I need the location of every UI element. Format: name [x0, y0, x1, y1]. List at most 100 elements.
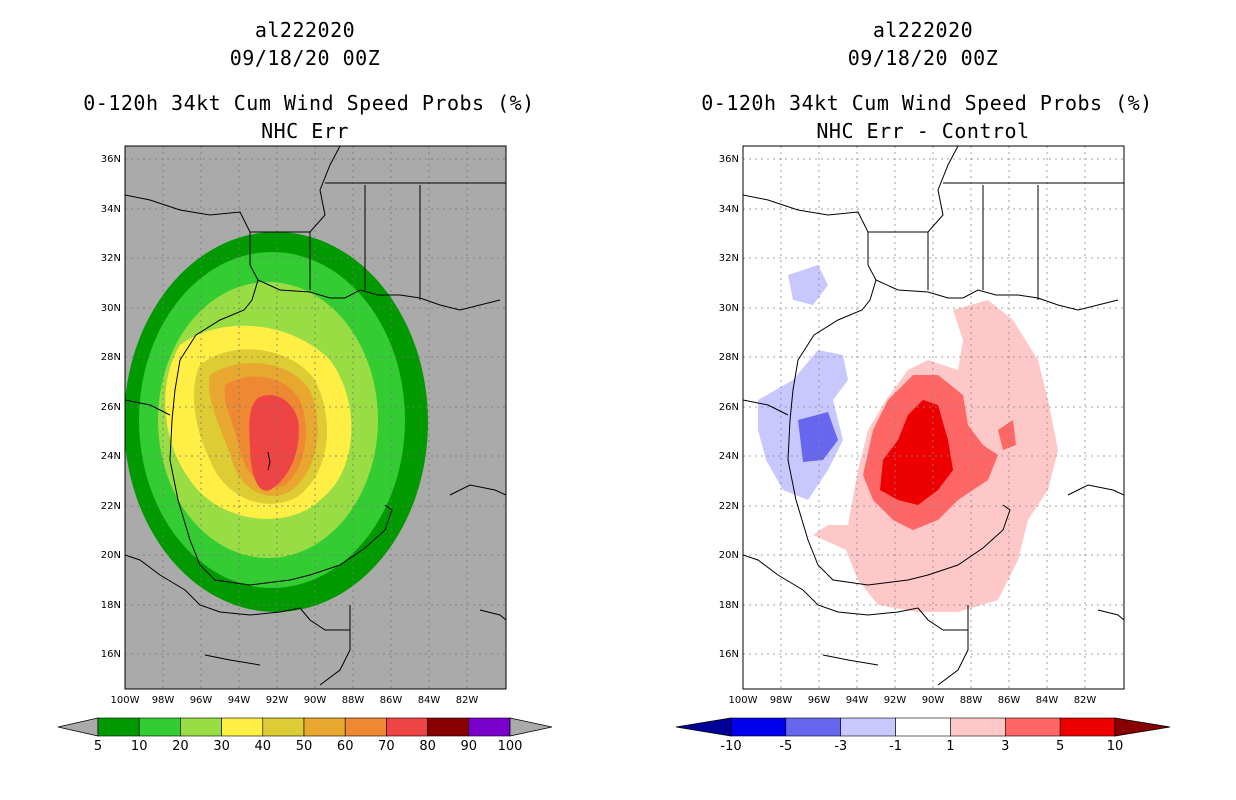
right-colorbar: -10 -5 -3 -1 1 3 5 10 — [675, 717, 1171, 754]
colorbar-labels: -10 -5 -3 -1 1 3 5 10 — [720, 739, 1123, 754]
colorbar-label: 20 — [172, 739, 189, 754]
left-panel: al222020 09/18/20 00Z 0-120h 34kt Cum Wi… — [57, 18, 553, 754]
lon-tick: 88W — [342, 695, 365, 706]
lon-tick: 82W — [1074, 695, 1097, 706]
subtitle: NHC Err - Control — [816, 119, 1030, 143]
storm-id-label: al222020 — [254, 18, 356, 42]
colorbar-label: 5 — [94, 739, 102, 754]
lon-tick: 94W — [846, 695, 869, 706]
storm-id-label: al222020 — [872, 18, 974, 42]
lon-tick: 100W — [729, 695, 758, 706]
subtitle: NHC Err — [261, 119, 349, 143]
colorbar-swatch — [138, 717, 181, 737]
lat-tick: 18N — [719, 600, 739, 611]
lat-tick: 30N — [101, 303, 121, 314]
lat-tick: 32N — [719, 253, 739, 264]
colorbar-label: 10 — [131, 739, 148, 754]
left-map-figure: 36N 34N 32N 30N 28N 26N 24N 22N 20N 18N … — [57, 145, 553, 754]
colorbar-swatch — [262, 717, 305, 737]
lon-tick: 98W — [770, 695, 793, 706]
colorbar-label: -5 — [779, 739, 792, 754]
lat-tick: 34N — [719, 204, 739, 215]
lon-tick: 84W — [1036, 695, 1059, 706]
lat-tick: 28N — [101, 352, 121, 363]
left-map — [125, 146, 506, 689]
colorbar-swatch — [950, 717, 1006, 737]
lon-tick: 100W — [111, 695, 140, 706]
colorbar-label: 60 — [337, 739, 354, 754]
lon-tick: 90W — [922, 695, 945, 706]
contour-pos3 — [998, 420, 1016, 450]
colorbar-label: -3 — [834, 739, 847, 754]
coastlines — [743, 146, 1124, 686]
colorbar-label: -10 — [720, 739, 741, 754]
product-title: 0-120h 34kt Cum Wind Speed Probs (%) — [83, 91, 535, 115]
colorbar-low-arrow — [675, 717, 732, 737]
colorbar-labels: 5 10 20 30 40 50 60 70 80 90 100 — [94, 739, 523, 754]
colorbar-high-arrow — [1114, 717, 1171, 737]
colorbar-label: 3 — [1001, 739, 1009, 754]
lon-tick: 92W — [266, 695, 289, 706]
lat-tick: 24N — [101, 451, 121, 462]
contour-pos5 — [880, 400, 953, 505]
right-panel: al222020 09/18/20 00Z 0-120h 34kt Cum Wi… — [618, 0, 1236, 800]
map-frame — [124, 145, 507, 690]
colorbar-label: -1 — [889, 739, 902, 754]
lon-tick: 84W — [418, 695, 441, 706]
lat-tick: 36N — [719, 154, 739, 165]
lat-tick: 26N — [719, 402, 739, 413]
lon-tick: 86W — [380, 695, 403, 706]
lon-axis: 100W 98W 96W 94W 92W 90W 88W 86W 84W 82W — [111, 695, 479, 706]
colorbar-swatch — [221, 717, 264, 737]
colorbar-swatch — [468, 717, 511, 737]
graticule — [743, 146, 1124, 689]
colorbar-swatch — [895, 717, 951, 737]
lon-axis: 100W 98W 96W 94W 92W 90W 88W 86W 84W 82W — [729, 695, 1097, 706]
colorbar-swatch — [303, 717, 346, 737]
lon-tick: 96W — [190, 695, 213, 706]
lat-axis: 36N 34N 32N 30N 28N 26N 24N 22N 20N 18N … — [719, 154, 739, 660]
colorbar-label: 50 — [296, 739, 313, 754]
product-title: 0-120h 34kt Cum Wind Speed Probs (%) — [701, 91, 1153, 115]
lon-tick: 88W — [960, 695, 983, 706]
datetime-label: 09/18/20 00Z — [229, 46, 381, 70]
lon-tick: 98W — [152, 695, 175, 706]
lat-tick: 20N — [719, 550, 739, 561]
contour-neg3 — [798, 412, 838, 462]
colorbar-label: 100 — [498, 739, 523, 754]
colorbar-swatches — [730, 717, 1116, 737]
lat-axis: 36N 34N 32N 30N 28N 26N 24N 22N 20N 18N … — [101, 154, 121, 660]
colorbar-swatch — [386, 717, 428, 737]
lon-tick: 92W — [884, 695, 907, 706]
lon-tick: 94W — [228, 695, 251, 706]
lat-tick: 26N — [101, 402, 121, 413]
lon-tick: 86W — [998, 695, 1021, 706]
graticule — [125, 146, 506, 689]
colorbar-label: 30 — [213, 739, 230, 754]
right-map — [743, 146, 1124, 689]
colorbar-label: 10 — [1107, 739, 1124, 754]
colorbar-swatch — [344, 717, 387, 737]
colorbar-label: 5 — [1056, 739, 1064, 754]
lat-tick: 30N — [719, 303, 739, 314]
colorbar-label: 80 — [419, 739, 436, 754]
lat-tick: 28N — [719, 352, 739, 363]
colorbar-high-arrow — [509, 717, 553, 737]
lon-tick: 96W — [808, 695, 831, 706]
storm-track-marker — [267, 451, 271, 471]
contour-neg1 — [788, 265, 828, 305]
lat-tick: 22N — [719, 501, 739, 512]
colorbar-low-arrow — [57, 717, 99, 737]
contour-70 — [249, 394, 299, 491]
lat-tick: 16N — [101, 649, 121, 660]
colorbar-swatch — [180, 717, 222, 737]
map-frame — [742, 145, 1125, 690]
colorbar-label: 70 — [378, 739, 395, 754]
colorbar-swatches — [97, 717, 511, 737]
lat-tick: 18N — [101, 600, 121, 611]
right-map-figure: 36N 34N 32N 30N 28N 26N 24N 22N 20N 18N … — [675, 145, 1171, 754]
lat-tick: 24N — [719, 451, 739, 462]
lat-tick: 22N — [101, 501, 121, 512]
colorbar-swatch — [840, 717, 896, 737]
lat-tick: 16N — [719, 649, 739, 660]
